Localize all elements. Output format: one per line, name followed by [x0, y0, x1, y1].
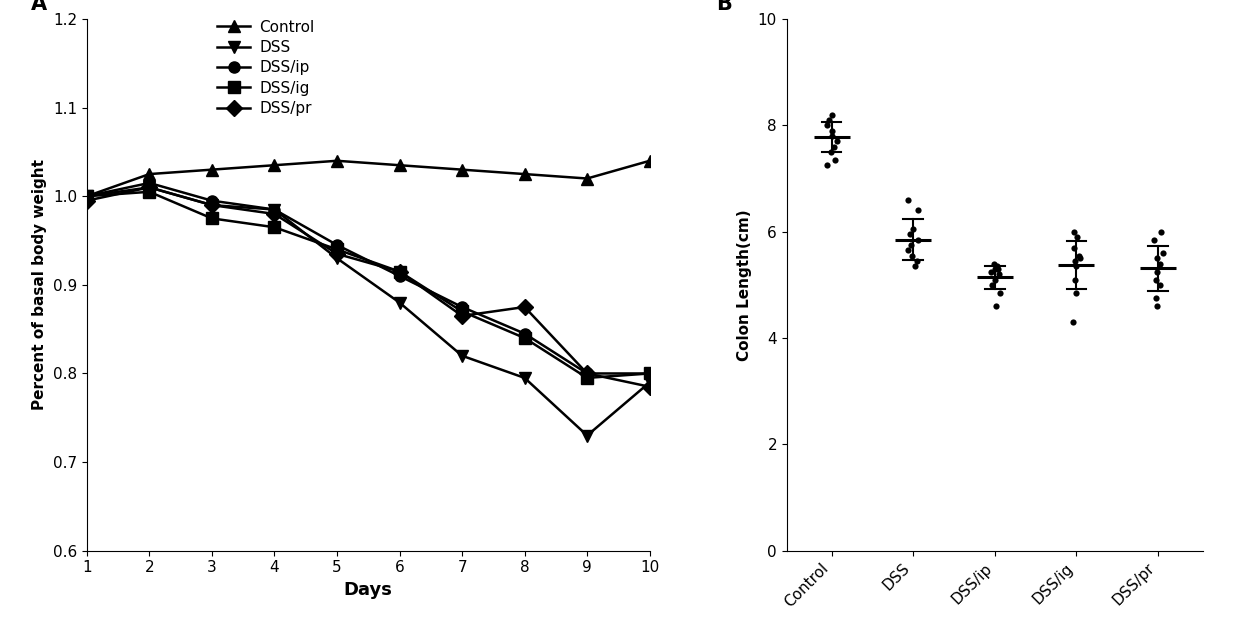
Point [1151, 258, 1171, 268]
Point [817, 160, 837, 170]
Y-axis label: Colon Length(cm): Colon Length(cm) [738, 209, 753, 361]
Point [981, 266, 1001, 277]
Legend: Control, DSS, DSS/ip, DSS/ig, DSS/pr: Control, DSS, DSS/ip, DSS/ig, DSS/pr [211, 14, 321, 122]
Point [986, 275, 1006, 285]
Point [1070, 251, 1090, 261]
Point [817, 120, 837, 130]
Point [822, 131, 842, 141]
Point [987, 261, 1007, 272]
Point [1146, 293, 1166, 303]
Point [982, 280, 1002, 290]
Point [1064, 227, 1084, 237]
Point [1151, 227, 1171, 237]
Point [827, 136, 847, 146]
Point [1065, 256, 1085, 266]
Point [986, 301, 1006, 311]
Point [825, 142, 844, 152]
X-axis label: Days: Days [343, 581, 393, 599]
Point [903, 224, 923, 234]
Point [1153, 248, 1173, 258]
Point [985, 258, 1004, 268]
Point [822, 110, 842, 120]
Point [908, 205, 928, 215]
Point [901, 251, 921, 261]
Point [990, 269, 1009, 279]
Point [1066, 261, 1086, 272]
Point [905, 261, 925, 272]
Point [820, 115, 839, 125]
Point [900, 240, 920, 250]
Point [821, 147, 841, 157]
Point [985, 264, 1004, 274]
Point [1070, 253, 1090, 263]
Point [1068, 232, 1087, 242]
Point [1064, 242, 1084, 253]
Point [822, 125, 842, 135]
Point [1063, 317, 1083, 327]
Point [988, 264, 1008, 274]
Point [1066, 288, 1086, 298]
Point [990, 288, 1009, 298]
Point [1147, 275, 1167, 285]
Point [898, 195, 918, 205]
Text: A: A [31, 0, 47, 14]
Point [908, 235, 928, 245]
Point [1065, 275, 1085, 285]
Point [825, 155, 844, 165]
Point [898, 245, 918, 255]
Point [1149, 280, 1169, 290]
Y-axis label: Percent of basal body weight: Percent of basal body weight [32, 160, 47, 410]
Point [906, 256, 926, 266]
Point [900, 229, 920, 239]
Point [1147, 253, 1167, 263]
Text: B: B [715, 0, 732, 14]
Point [1145, 235, 1164, 245]
Point [1147, 266, 1167, 277]
Point [1147, 301, 1167, 311]
